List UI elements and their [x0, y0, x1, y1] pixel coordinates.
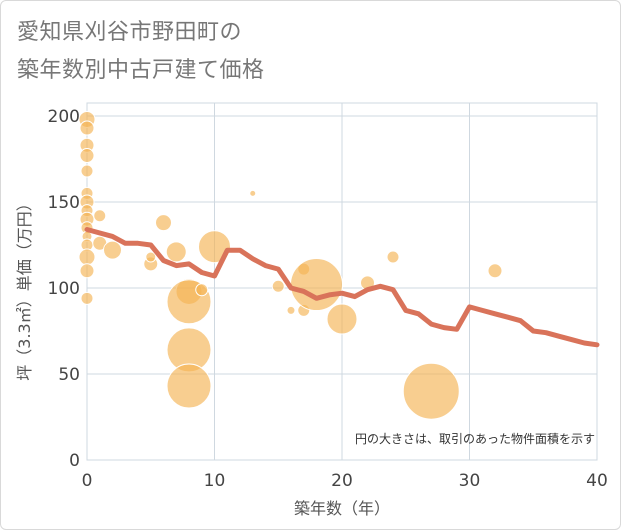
bubble-point [80, 164, 94, 178]
bubble-point [249, 189, 257, 197]
size-legend-note: 円の大きさは、取引のあった物件面積を示す [355, 431, 595, 446]
x-tick-label: 30 [459, 471, 481, 491]
chart-title: 愛知県刈谷市野田町の 築年数別中古戸建て価格 [17, 14, 265, 90]
bubble-point [290, 258, 343, 312]
bubble-point [79, 148, 95, 164]
bubble-point [166, 363, 212, 409]
y-axis-ticks: 0 50 100 150 200 [48, 107, 80, 471]
y-tick-label: 200 [48, 107, 80, 127]
bubble-point [326, 303, 358, 335]
bubble-point [487, 263, 503, 279]
x-tick-label: 20 [331, 471, 353, 491]
bubble-point [286, 305, 296, 315]
trend-line [84, 227, 600, 348]
bubble-series [78, 110, 503, 420]
bubble-point [402, 362, 460, 420]
bubble-point [145, 251, 157, 263]
bubble-point [93, 209, 107, 223]
bubble-point [155, 214, 172, 232]
bubble-point [78, 248, 96, 266]
bubble-point [80, 291, 94, 305]
y-tick-label: 150 [48, 193, 80, 213]
y-axis-title: 坪（3.3㎡）単価（万円） [15, 195, 34, 380]
bubble-point [79, 263, 95, 279]
bubble-point [165, 241, 187, 263]
x-tick-label: 10 [204, 471, 226, 491]
bubble-point [386, 250, 400, 264]
y-tick-label: 100 [48, 279, 80, 299]
bubble-point [271, 279, 285, 293]
y-tick-label: 50 [58, 365, 80, 385]
chart-title-line-1: 愛知県刈谷市野田町の [17, 20, 243, 45]
chart-title-line-2: 築年数別中古戸建て価格 [17, 58, 265, 83]
bubble-point [103, 240, 122, 260]
x-axis-ticks: 0 10 20 30 40 [82, 471, 608, 491]
bubble-point [195, 283, 209, 297]
x-tick-label: 0 [82, 471, 93, 491]
x-tick-label: 40 [586, 471, 608, 491]
x-axis-title: 築年数（年） [294, 499, 390, 518]
y-tick-label: 0 [69, 451, 80, 471]
bubble-point [79, 120, 95, 136]
